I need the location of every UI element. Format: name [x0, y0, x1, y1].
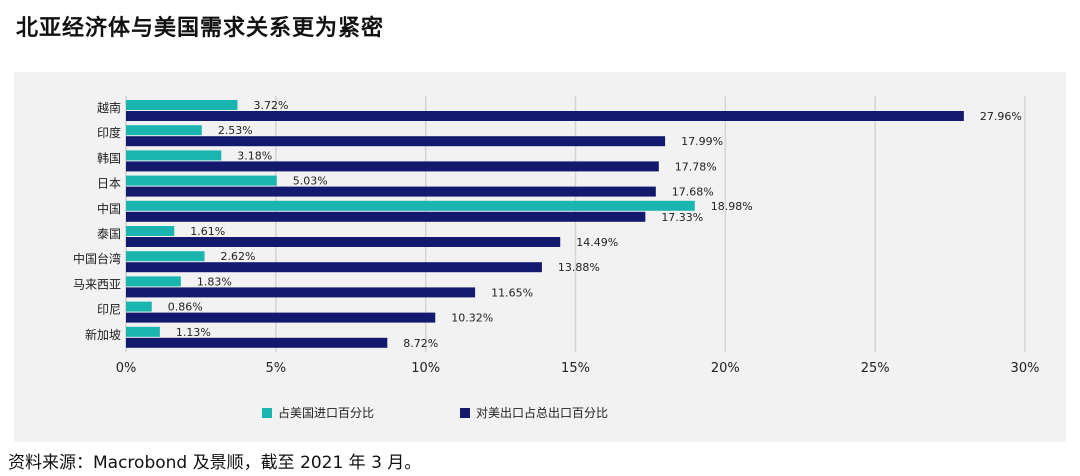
category-label: 泰国 [97, 227, 121, 241]
legend-swatch-import [262, 407, 272, 418]
bar-import [126, 276, 181, 287]
data-labels: 3.72% 27.96% 2.53% 17.99% 3.18% 17.78% 5.03% 17… [168, 99, 1022, 350]
legend-item-import: 占美国进口百分比 [262, 404, 374, 421]
category-label: 越南 [97, 100, 121, 115]
bar-import [126, 326, 160, 337]
data-label-export: 17.33% [661, 211, 703, 224]
x-tick-label: 10% [411, 361, 440, 376]
x-tick-labels: 0% 5% 10% 15% 20% 25% 30% [116, 361, 1040, 376]
bar-import [126, 251, 205, 262]
x-tick-label: 25% [861, 361, 890, 376]
data-label-export: 17.68% [672, 186, 714, 199]
bar-export [126, 211, 646, 222]
bar-export [126, 312, 436, 323]
legend-label-export: 对美出口占总出口百分比 [476, 406, 609, 420]
legend-item-export: 对美出口占总出口百分比 [460, 404, 608, 421]
data-label-import: 0.86% [168, 301, 203, 314]
category-label: 韩国 [97, 150, 121, 165]
data-label-import: 2.62% [221, 250, 256, 263]
bar-export [126, 186, 656, 197]
bar-import [126, 125, 202, 136]
data-label-import: 1.83% [197, 275, 232, 288]
data-label-import: 3.18% [237, 149, 272, 162]
data-label-import: 1.61% [190, 225, 225, 238]
category-label: 中国 [97, 201, 121, 216]
x-tick-label: 20% [711, 361, 740, 376]
data-label-import: 18.98% [711, 200, 753, 213]
data-label-import: 3.72% [253, 99, 288, 112]
category-label: 日本 [97, 177, 121, 191]
x-tick-label: 15% [561, 361, 590, 376]
bar-import [126, 226, 175, 236]
data-label-import: 2.53% [218, 124, 253, 137]
category-label: 中国台湾 [73, 251, 121, 266]
data-label-export: 27.96% [980, 110, 1022, 123]
category-label: 新加坡 [85, 327, 121, 342]
bar-import [126, 175, 277, 186]
category-label: 印度 [97, 125, 121, 140]
bar-export [126, 337, 388, 348]
bar-export [126, 262, 542, 273]
source-note: 资料来源：Macrobond 及景顺，截至 2021 年 3 月。 [8, 453, 422, 473]
data-label-export: 14.49% [576, 236, 618, 249]
bar-import [126, 150, 222, 161]
category-label: 马来西亚 [73, 277, 121, 291]
bar-import [126, 100, 238, 110]
bar-export [126, 237, 561, 247]
x-tick-label: 5% [266, 361, 287, 376]
data-label-export: 13.88% [558, 261, 600, 274]
bar-export [126, 161, 659, 172]
bar-export [126, 287, 476, 298]
data-label-import: 5.03% [293, 175, 328, 188]
bar-import [126, 200, 695, 211]
legend-swatch-export [460, 407, 470, 418]
x-tick-label: 30% [1011, 361, 1040, 376]
data-label-export: 17.78% [675, 160, 717, 173]
category-label: 印尼 [97, 303, 121, 317]
bar-export [126, 111, 964, 121]
data-label-export: 17.99% [681, 135, 723, 148]
data-label-export: 10.32% [451, 312, 493, 325]
page-title: 北亚经济体与美国需求关系更为紧密 [16, 16, 385, 41]
bars [126, 100, 964, 348]
data-label-export: 8.72% [403, 337, 438, 350]
data-label-export: 11.65% [491, 286, 533, 299]
data-label-import: 1.13% [176, 326, 211, 339]
bar-import [126, 301, 152, 312]
x-tick-label: 0% [116, 361, 137, 376]
bar-export [126, 136, 666, 147]
legend-label-import: 占美国进口百分比 [278, 406, 375, 420]
